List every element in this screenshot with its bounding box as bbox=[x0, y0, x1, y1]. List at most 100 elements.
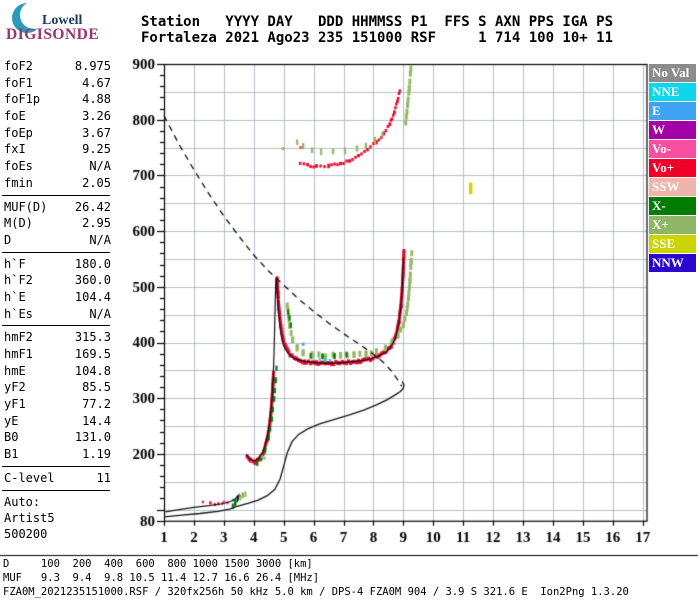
param-panel: foF2 8.975 foF1 4.67 foF1p 4.88 foE 3.26 foEp 3.6… bbox=[2, 58, 111, 543]
param-value: 8.975 bbox=[74, 59, 111, 73]
param-value: 3.67 bbox=[82, 125, 111, 140]
auto-info-line: Artist5 bbox=[4, 510, 55, 525]
param-value: N/A bbox=[89, 159, 111, 174]
param-value: 169.5 bbox=[74, 347, 111, 361]
legend-item-x+: X+ bbox=[649, 216, 696, 234]
param-row-h-e: h`E 104.4 bbox=[4, 289, 111, 306]
param-row-m-d-: M(D) 2.95 bbox=[4, 215, 111, 232]
param-row-fof1: foF1 4.67 bbox=[4, 75, 111, 92]
legend-item-vo-: Vo- bbox=[649, 140, 696, 158]
param-separator bbox=[2, 194, 110, 196]
param-row-fmin: fmin 2.05 bbox=[4, 175, 111, 192]
param-label: C-level bbox=[4, 470, 55, 485]
logo-digisonde-text: DIGISONDE bbox=[6, 26, 100, 43]
param-value: 104.4 bbox=[74, 289, 111, 304]
param-label: h`F bbox=[4, 256, 26, 271]
param-label: MUF(D) bbox=[4, 199, 48, 214]
param-row-b0: B0 131.0 bbox=[4, 429, 111, 446]
param-label: yF1 bbox=[4, 397, 26, 412]
param-label: yF2 bbox=[4, 380, 26, 395]
param-row-hmf2: hmF2 315.3 bbox=[4, 329, 111, 346]
param-label: hmF2 bbox=[4, 330, 33, 345]
legend-item-w: W bbox=[649, 121, 696, 139]
legend-item-x-: X- bbox=[649, 197, 696, 215]
param-value: 3.26 bbox=[82, 109, 111, 124]
header-column-names: Station YYYY DAY DDD HHMMSS P1 FFS S AXN… bbox=[141, 14, 614, 30]
param-row-h-f2: h`F2 360.0 bbox=[4, 272, 111, 289]
param-row-yf1: yF1 77.2 bbox=[4, 396, 111, 413]
footer: D 100 200 400 600 800 1000 1500 3000 [km… bbox=[3, 557, 629, 599]
header-values: Fortaleza 2021 Ago23 235 151000 RSF 1 71… bbox=[141, 30, 614, 46]
param-row-b1: B1 1.19 bbox=[4, 446, 111, 463]
param-label: foF1 bbox=[4, 75, 33, 90]
param-value: 180.0 bbox=[74, 256, 111, 271]
legend-item-e: E bbox=[649, 102, 696, 120]
distance-row: D 100 200 400 600 800 1000 1500 3000 [km… bbox=[3, 558, 313, 570]
param-value: 131.0 bbox=[74, 430, 111, 445]
param-row-foe: foE 3.26 bbox=[4, 108, 111, 125]
legend-item-vo+: Vo+ bbox=[649, 159, 696, 177]
param-row-fof1p: foF1p 4.88 bbox=[4, 91, 111, 108]
param-label: fmin bbox=[4, 175, 33, 190]
param-value: 315.3 bbox=[74, 330, 111, 345]
param-value: 1.19 bbox=[82, 447, 111, 462]
param-value: 2.05 bbox=[82, 175, 111, 190]
param-label: B0 bbox=[4, 430, 19, 445]
param-row-yf2: yF2 85.5 bbox=[4, 379, 111, 396]
param-value: 77.2 bbox=[82, 397, 111, 412]
param-separator bbox=[2, 251, 110, 253]
param-row-fof2: foF2 8.975 bbox=[4, 58, 111, 75]
param-value: 9.25 bbox=[82, 142, 111, 157]
param-value: 4.67 bbox=[82, 75, 111, 90]
param-separator bbox=[2, 489, 110, 491]
param-value: 26.42 bbox=[74, 199, 111, 214]
param-separator bbox=[2, 465, 110, 467]
auto-info-line: 500200 bbox=[4, 527, 48, 542]
param-value: 104.8 bbox=[74, 363, 111, 378]
measurement-header: Station YYYY DAY DDD HHMMSS P1 FFS S AXN… bbox=[141, 14, 613, 46]
param-label: B1 bbox=[4, 447, 19, 462]
direction-legend: No Val NNE E W Vo- Vo+ SSW X- X+ SSE NNW bbox=[649, 64, 696, 273]
param-label: foE bbox=[4, 109, 26, 124]
muf-row: MUF 9.3 9.4 9.8 10.5 11.4 12.7 16.6 26.4… bbox=[3, 572, 320, 584]
param-value: 4.88 bbox=[82, 92, 111, 107]
param-label: hmF1 bbox=[4, 347, 33, 361]
param-label: foF2 bbox=[4, 59, 33, 73]
param-label: foEs bbox=[4, 159, 33, 174]
logo-lowell-text: Lowell bbox=[42, 13, 83, 28]
param-row-foes: foEs N/A bbox=[4, 158, 111, 175]
param-value: 2.95 bbox=[82, 216, 111, 231]
param-label: h`E bbox=[4, 289, 26, 304]
param-row-fxi: fxI 9.25 bbox=[4, 141, 111, 158]
param-row-h-f: h`F 180.0 bbox=[4, 256, 111, 273]
digisonde-logo: Lowell DIGISONDE bbox=[0, 0, 135, 52]
param-label: hmE bbox=[4, 363, 26, 378]
param-row-c-level: C-level 11 bbox=[4, 470, 111, 487]
param-row-ye: yE 14.4 bbox=[4, 413, 111, 430]
param-value: N/A bbox=[89, 306, 111, 321]
param-row-foep: foEp 3.67 bbox=[4, 125, 111, 142]
param-value: 11 bbox=[96, 470, 111, 485]
legend-item-ssw: SSW bbox=[649, 178, 696, 196]
legend-item-no-val: No Val bbox=[649, 64, 696, 82]
param-row-h-es: h`Es N/A bbox=[4, 306, 111, 323]
param-row-muf-d-: MUF(D) 26.42 bbox=[4, 199, 111, 216]
legend-item-nnw: NNW bbox=[649, 254, 696, 272]
param-value: N/A bbox=[89, 232, 111, 247]
param-label: M(D) bbox=[4, 216, 33, 231]
param-label: fxI bbox=[4, 142, 26, 157]
param-row-hme: hmE 104.8 bbox=[4, 363, 111, 380]
param-row-d: D N/A bbox=[4, 232, 111, 249]
legend-item-nne: NNE bbox=[649, 83, 696, 101]
param-label: foEp bbox=[4, 125, 33, 140]
param-row-hmf1: hmF1 169.5 bbox=[4, 346, 111, 363]
param-label: D bbox=[4, 232, 12, 247]
file-info-row: FZA0M_2021235151000.RSF / 320fx256h 50 k… bbox=[3, 586, 629, 598]
auto-info-line: Auto: bbox=[4, 494, 41, 509]
param-label: h`F2 bbox=[4, 273, 33, 288]
param-value: 14.4 bbox=[82, 413, 111, 428]
crescent-logo-icon bbox=[12, 1, 48, 33]
param-value: 85.5 bbox=[82, 380, 111, 395]
